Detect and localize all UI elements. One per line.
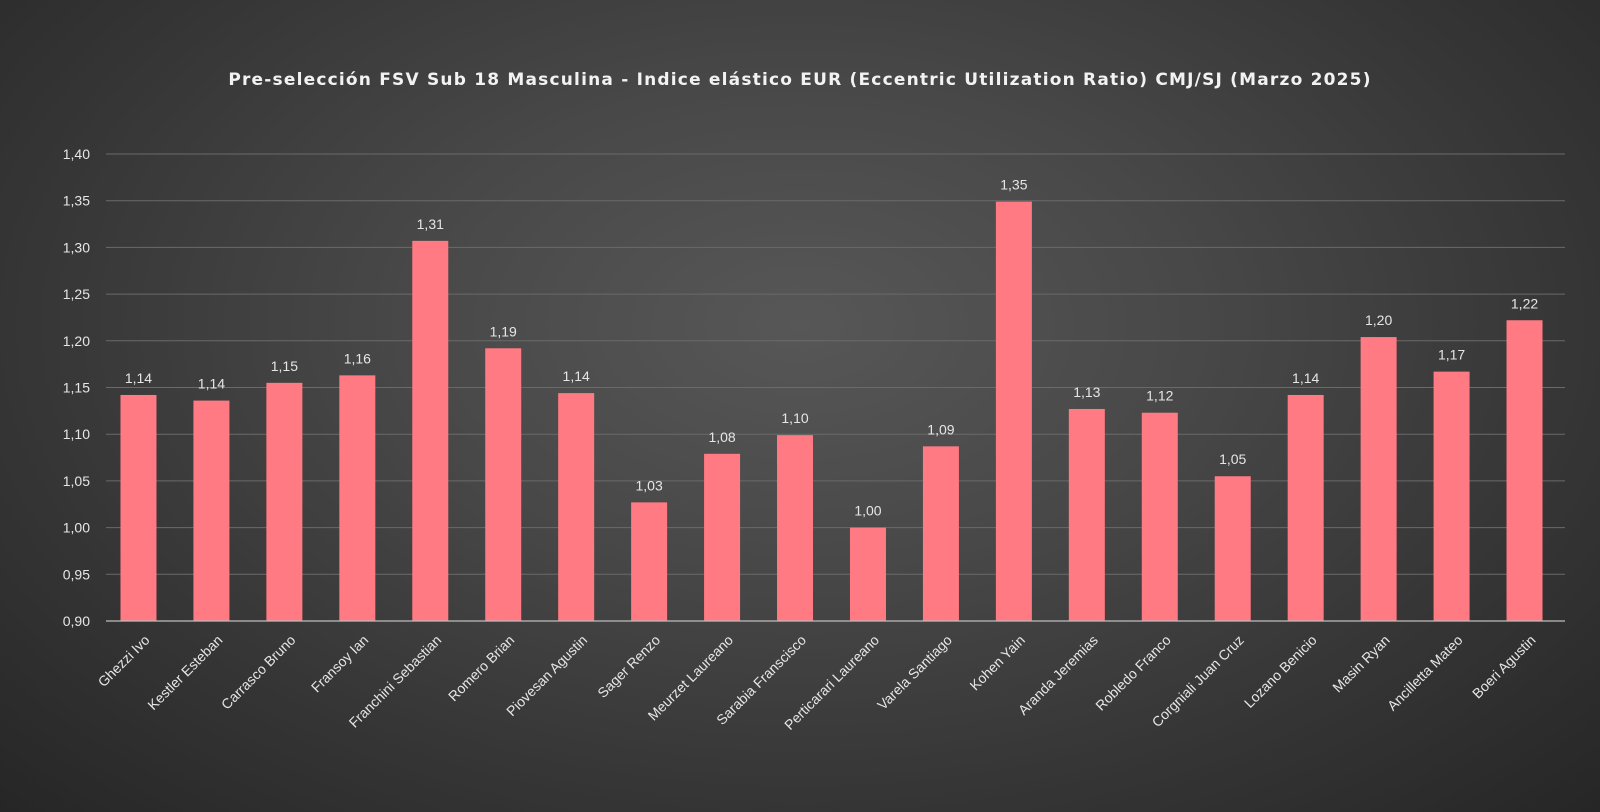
bar: [1506, 320, 1543, 621]
data-label: 1,20: [1365, 312, 1392, 328]
bar: [995, 201, 1032, 621]
data-labels: 1,14 1,14 1,15 1,16 1,31 1,19 1,14 1,03 1,08 1,10…: [125, 177, 1539, 519]
data-label: 1,15: [271, 358, 298, 374]
data-label: 1,09: [927, 421, 954, 437]
data-label: 1,35: [1000, 177, 1027, 193]
bar: [922, 446, 959, 621]
y-tick-label: 0,90: [63, 613, 90, 629]
x-tick-label: Kohen Yain: [966, 632, 1028, 694]
y-axis-ticks: 0,90 0,95 1,00 1,05 1,10 1,15 1,20 1,25 1,30 1,35…: [63, 146, 90, 629]
y-tick-label: 1,30: [63, 239, 90, 255]
x-tick-label: Fransoy Ian: [308, 632, 372, 696]
x-tick-label: Kestler Esteban: [144, 632, 225, 713]
bar: [120, 394, 157, 621]
data-label: 1,14: [563, 368, 590, 384]
x-tick-label: Romero Brian: [445, 632, 517, 704]
bar: [631, 502, 668, 621]
data-label: 1,08: [708, 429, 735, 445]
gridlines: [106, 153, 1565, 575]
data-label: 1,12: [1146, 388, 1173, 404]
y-tick-label: 1,35: [63, 193, 90, 209]
y-tick-label: 1,10: [63, 426, 90, 442]
bar: [1068, 408, 1105, 621]
bar: [1141, 412, 1178, 621]
data-label: 1,10: [781, 410, 808, 426]
y-tick-label: 1,05: [63, 473, 90, 489]
x-tick-label: Sager Renzo: [594, 632, 663, 701]
y-tick-label: 0,95: [63, 566, 90, 582]
data-label: 1,22: [1511, 295, 1538, 311]
bar: [339, 375, 376, 621]
bars: [120, 201, 1543, 621]
x-tick-label: Boeri Agustin: [1469, 632, 1539, 702]
data-label: 1,17: [1438, 347, 1465, 363]
data-label: 1,03: [636, 477, 663, 493]
bar: [704, 453, 741, 621]
data-label: 1,19: [490, 323, 517, 339]
x-tick-label: Aranda Jeremias: [1015, 632, 1101, 718]
x-tick-label: Robledo Franco: [1092, 632, 1174, 714]
bar: [193, 400, 230, 621]
x-tick-label: Lozano Benicio: [1241, 632, 1320, 711]
data-label: 1,14: [198, 376, 225, 392]
bar: [1287, 394, 1324, 621]
y-tick-label: 1,00: [63, 520, 90, 536]
data-label: 1,31: [417, 216, 444, 232]
bar: [266, 382, 303, 621]
data-label: 1,00: [854, 503, 881, 519]
bar: [558, 393, 595, 621]
x-tick-label: Ghezzi Ivo: [95, 632, 153, 690]
y-tick-label: 1,25: [63, 286, 90, 302]
bar: [1433, 371, 1470, 621]
bar: [485, 348, 522, 621]
chart-title: Pre-selección FSV Sub 18 Masculina - Ind…: [228, 70, 1371, 90]
bar: [849, 527, 886, 621]
x-tick-label: Masin Ryan: [1329, 632, 1393, 696]
y-tick-label: 1,15: [63, 380, 90, 396]
y-tick-label: 1,40: [63, 146, 90, 162]
x-tick-label: Piovesan Agustin: [503, 632, 590, 719]
x-tick-label: Carrasco Bruno: [218, 632, 299, 713]
y-tick-label: 1,20: [63, 333, 90, 349]
bar: [1214, 476, 1251, 621]
data-label: 1,16: [344, 350, 371, 366]
data-label: 1,14: [125, 370, 152, 386]
bar: [777, 435, 814, 621]
data-label: 1,13: [1073, 384, 1100, 400]
data-label: 1,14: [1292, 370, 1319, 386]
x-tick-label: Ancilletta Mateo: [1384, 632, 1466, 714]
x-tick-label: Varela Santiago: [874, 632, 955, 713]
data-label: 1,05: [1219, 451, 1246, 467]
bar: [412, 240, 449, 621]
bar: [1360, 337, 1397, 621]
